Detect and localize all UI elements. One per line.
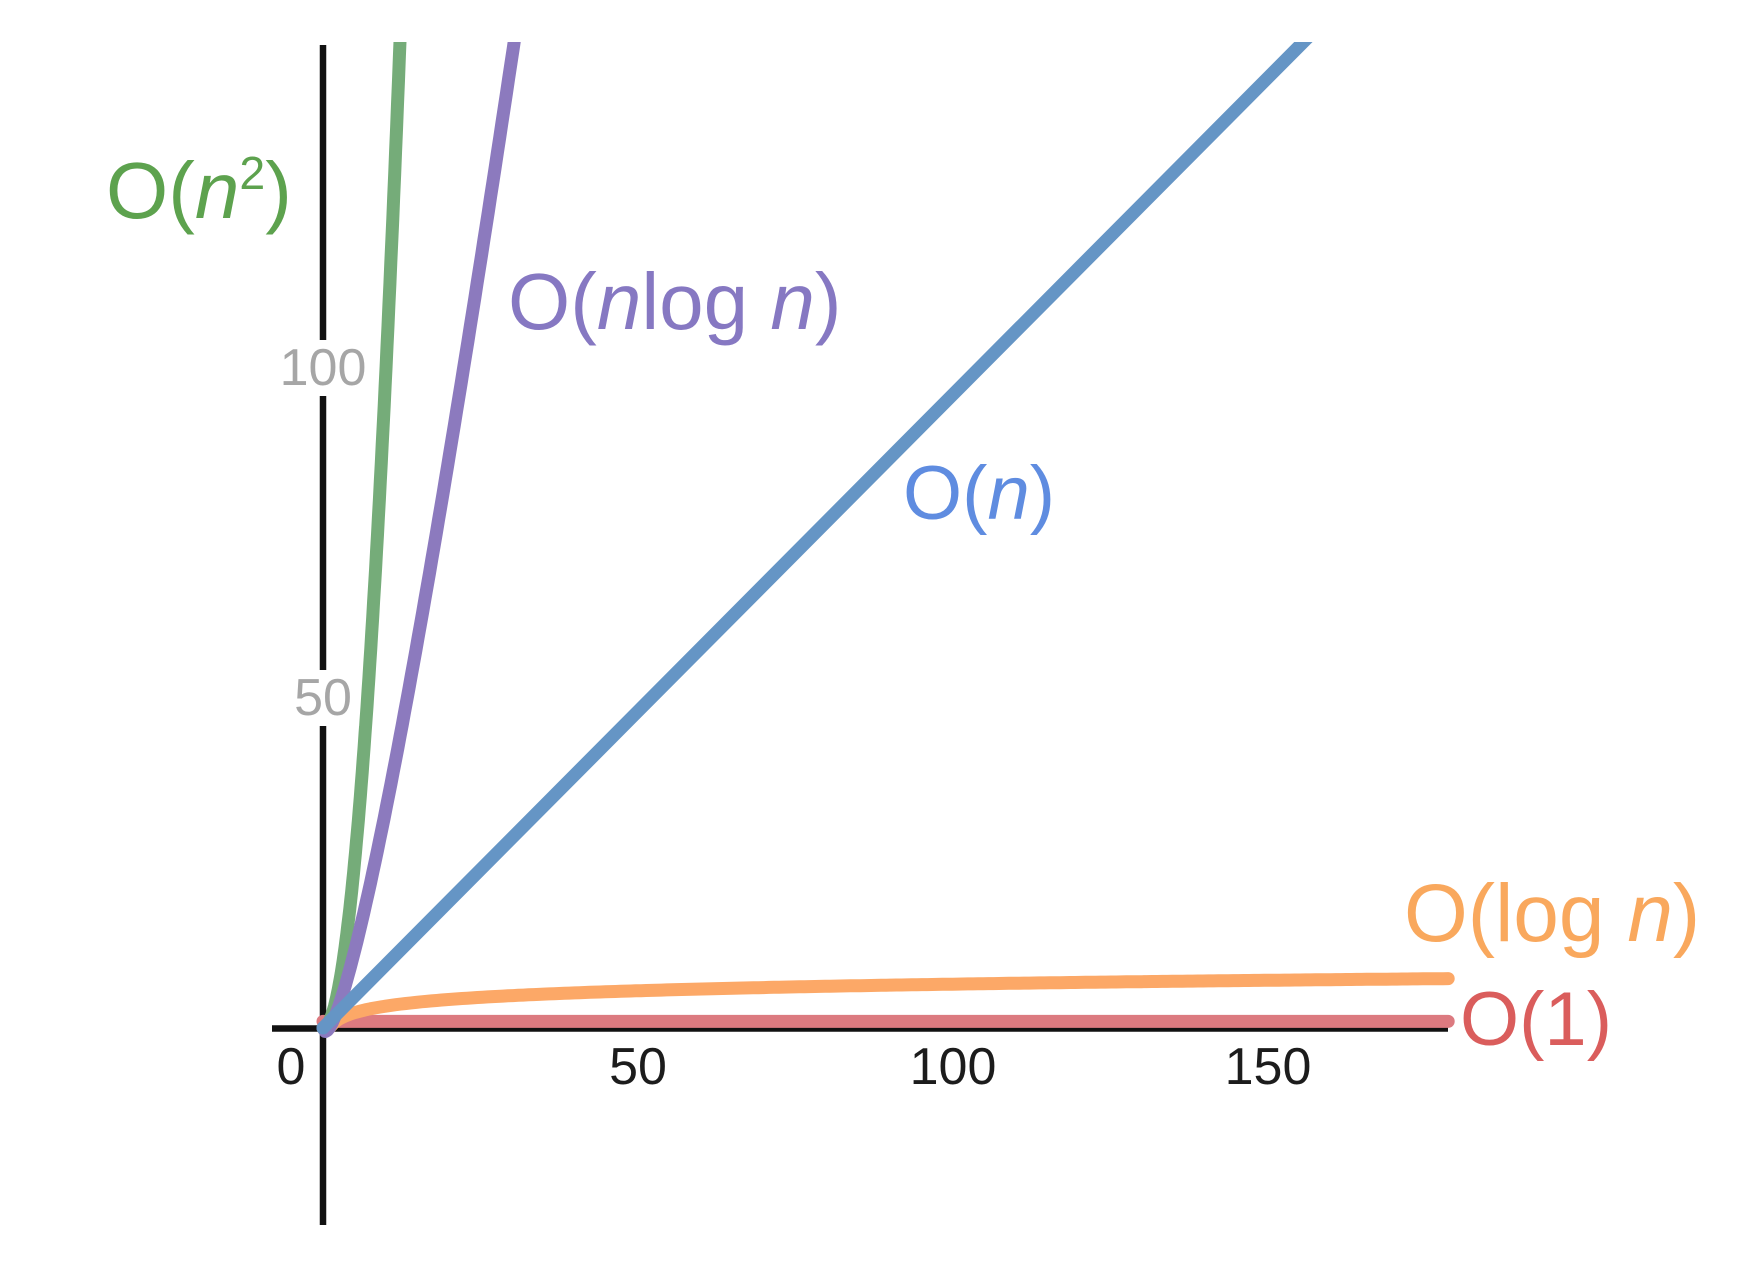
x-tick-label-0: 0 bbox=[276, 1038, 306, 1096]
x-tick-label-50: 50 bbox=[609, 1038, 667, 1096]
label-linearithmic: O(nlog n) bbox=[508, 262, 842, 342]
label-linear-segment: ) bbox=[1029, 451, 1056, 536]
label-quadratic-segment: n bbox=[194, 145, 240, 235]
label-linear-segment: n bbox=[987, 451, 1030, 536]
label-logarithmic-segment: ) bbox=[1672, 868, 1701, 959]
label-constant: O(1) bbox=[1460, 982, 1612, 1058]
series-linear-line bbox=[316, 42, 1313, 1035]
label-logarithmic-segment: n bbox=[1627, 868, 1673, 959]
label-linearithmic-segment: ) bbox=[814, 257, 842, 346]
label-linearithmic-segment: n bbox=[770, 257, 815, 346]
label-logarithmic-segment: O(log bbox=[1404, 868, 1628, 959]
label-linearithmic-segment: n bbox=[596, 257, 642, 346]
label-quadratic-segment: ) bbox=[265, 145, 292, 235]
label-linearithmic-segment: log bbox=[641, 257, 771, 346]
label-quadratic: O(n2) bbox=[106, 150, 292, 231]
series-quadratic-line bbox=[316, 42, 407, 1035]
x-tick-label-100: 100 bbox=[909, 1038, 997, 1096]
y-tick-label-50: 50 bbox=[287, 670, 359, 726]
label-quadratic-segment: O( bbox=[106, 145, 195, 235]
label-linearithmic-segment: O( bbox=[508, 257, 597, 346]
label-constant-segment: O(1) bbox=[1460, 977, 1612, 1062]
label-linear-segment: O( bbox=[903, 451, 988, 536]
series-linearithmic-line bbox=[316, 42, 521, 1038]
series-logarithmic-line bbox=[322, 972, 1455, 1035]
label-quadratic-segment: 2 bbox=[239, 147, 266, 199]
label-linear: O(n) bbox=[903, 456, 1055, 532]
y-tick-label-100: 100 bbox=[272, 340, 374, 396]
x-tick-label-150: 150 bbox=[1224, 1038, 1312, 1096]
label-logarithmic: O(log n) bbox=[1404, 873, 1700, 955]
